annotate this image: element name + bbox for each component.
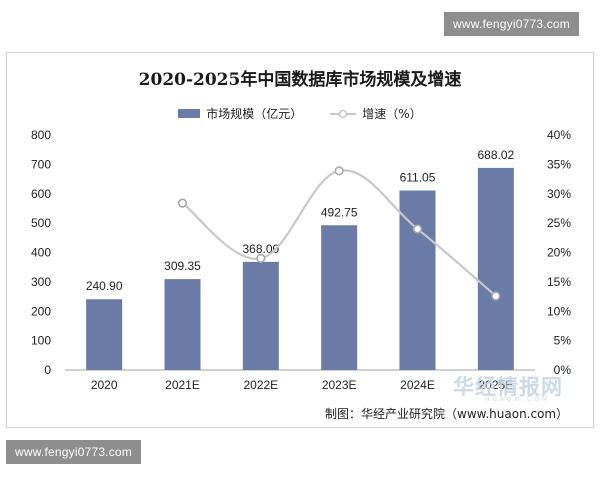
y-tick-label: 800 [31, 128, 51, 142]
watermark-top: www.fengyi0773.com [444, 12, 579, 36]
chart-container: 2020-2025年中国数据库市场规模及增速 市场规模（亿元） 增速（%） 0 1… [6, 52, 594, 428]
x-tick-label: 2021E [165, 378, 200, 392]
bar-data-label: 240.90 [86, 279, 123, 293]
y2-tick-label: 25% [547, 216, 571, 230]
y-tick-label: 500 [31, 216, 51, 230]
x-tick-label: 2025E [478, 378, 513, 392]
bar [321, 225, 358, 370]
bar [399, 190, 436, 370]
growth-point [177, 198, 188, 208]
bar [477, 167, 514, 370]
bar-data-label: 492.75 [321, 205, 358, 219]
y-tick-label: 200 [31, 304, 51, 318]
y2-tick-label: 0% [554, 363, 572, 377]
x-tick-label: 2023E [322, 378, 357, 392]
legend-label-growth: 增速（%） [362, 107, 422, 121]
chart-title: 2020-2025年中国数据库市场规模及增速 [138, 70, 462, 90]
bar-data-label: 309.35 [164, 259, 201, 273]
bar-data-label: 611.05 [400, 171, 436, 185]
y2-tick-label: 5% [554, 334, 572, 348]
legend-line-swatch [330, 109, 357, 118]
growth-point [491, 291, 501, 301]
site-logo-subtext: HUAON.COM [485, 396, 551, 403]
y-tick-label: 0 [44, 363, 51, 377]
x-tick-label: 2024E [400, 378, 435, 392]
y-tick-label: 400 [31, 246, 51, 260]
legend-label-market-size: 市场规模（亿元） [206, 107, 303, 121]
bar-data-label: 688.02 [477, 148, 514, 162]
bar [164, 279, 201, 370]
y2-tick-label: 35% [547, 157, 571, 171]
bar [86, 299, 123, 370]
y2-tick-label: 15% [547, 275, 571, 289]
chart-plot: 0 100 200 300 400 500 600 700 800 0% 5% 10% 15% 20% 25… [31, 128, 572, 392]
bar-data-label: 368.00 [242, 242, 279, 256]
x-tick-label: 2020 [91, 378, 118, 392]
growth-point [334, 166, 344, 176]
y-tick-label: 100 [31, 334, 51, 348]
watermark-bottom: www.fengyi0773.com [6, 440, 141, 464]
x-tick-label: 2022E [243, 378, 278, 392]
y2-tick-label: 30% [547, 187, 571, 201]
y-tick-label: 600 [31, 187, 51, 201]
site-logo-watermark: 华经情报网 [453, 375, 563, 399]
y-tick-label: 300 [31, 275, 51, 289]
growth-point [256, 253, 266, 263]
growth-point [412, 224, 423, 234]
y2-tick-label: 40% [547, 128, 571, 142]
y-tick-label: 700 [31, 157, 51, 171]
legend-item-growth: 增速（%） [330, 105, 422, 122]
legend-item-market-size: 市场规模（亿元） [178, 105, 302, 122]
bar [242, 261, 279, 370]
legend-bar-swatch [178, 109, 201, 118]
source-note: 制图：华经产业研究院（www.huaon.com） [325, 407, 569, 421]
chart-legend: 市场规模（亿元） 增速（%） [7, 105, 593, 122]
y2-tick-label: 10% [547, 304, 571, 318]
y2-tick-label: 20% [547, 246, 571, 260]
